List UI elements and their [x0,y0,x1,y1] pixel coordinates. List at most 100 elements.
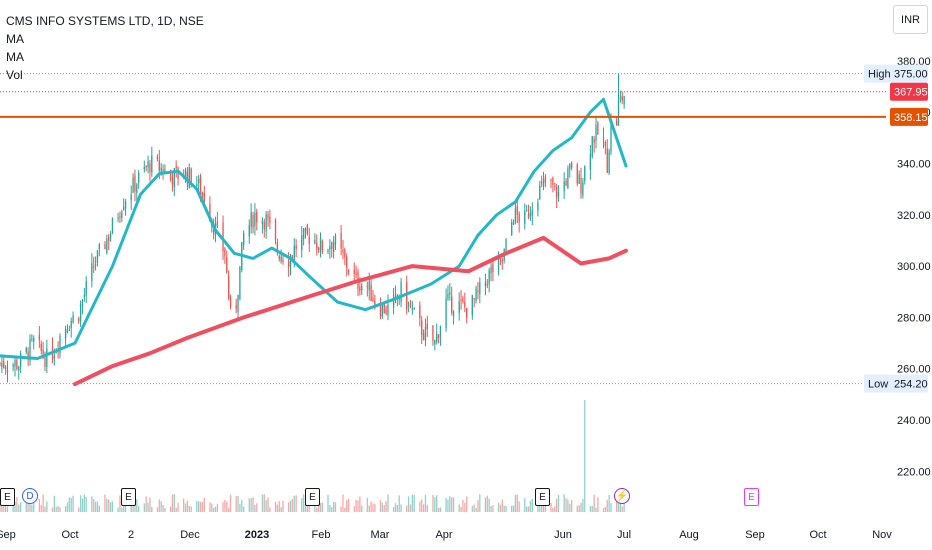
earnings-event-icon[interactable]: E [535,488,550,506]
volume-bar [27,498,29,512]
volume-bar [466,496,468,512]
volume-bar [370,501,372,512]
volume-bar [78,507,80,512]
volume-bar [355,500,357,512]
volume-bar [164,507,166,512]
volume-bar [576,505,578,512]
candle-body [610,120,612,152]
candle-body [42,349,44,357]
volume-bar [149,497,151,512]
volume-bar [44,506,46,512]
volume-bar [201,502,204,512]
volume-bar [1,502,3,512]
volume-bar [25,501,27,512]
ma-slow-label[interactable]: MA [6,50,24,64]
candle-body [567,168,569,189]
volume-bar [254,504,256,512]
volume-bar [55,506,57,512]
volume-bar [529,500,532,512]
volume-bar [216,503,219,512]
volume-bar [617,496,620,512]
high-tag-bg [864,64,890,83]
candle-body [239,266,241,299]
volume-bar [3,501,5,512]
candle-body [621,95,623,101]
candle-body [201,192,204,196]
candle-body [374,300,376,305]
volume-bar [434,497,436,512]
candle-body [589,154,592,170]
volume-bar [85,496,87,512]
candle-body [85,281,87,296]
candle-body [597,122,599,135]
currency-button[interactable]: INR [893,5,928,34]
candle-body [301,235,303,251]
volume-bar [242,506,245,512]
volume-bar [235,496,237,512]
candle-body [473,298,475,300]
volume-bar [526,506,528,512]
volume-bar [104,494,106,512]
candle-body [355,273,357,275]
candle-body [38,334,41,341]
volume-bar [449,496,451,512]
time-tick-label: Sep [745,529,765,541]
volume-bar [274,501,277,512]
candle-body [396,294,398,298]
candle-body [413,307,415,309]
volume-bar [426,504,428,512]
candle-body [248,225,250,237]
candle-body [158,160,160,171]
candle-body [111,218,114,233]
volume-bar [353,506,355,512]
volume-bar [213,507,215,512]
last-price-label: 367.95 [894,87,928,99]
volume-bar [96,501,99,512]
candle-body [619,97,622,100]
candle-body [606,148,608,174]
candle-body [235,305,237,310]
volume-bar [591,505,593,512]
ma-fast-label[interactable]: MA [6,32,24,46]
volume-bar [471,505,473,512]
upcoming-earnings-icon[interactable]: E [744,488,759,506]
volume-bar [514,494,517,512]
candle-body [33,338,35,342]
volume-bar [606,499,608,512]
volume-bar [593,494,595,512]
volume-label[interactable]: Vol [6,68,23,82]
candle-body [226,256,228,273]
volume-bar [557,495,560,512]
candle-body [256,211,258,223]
volume-bar [381,502,384,512]
candle-body [511,221,513,235]
candle-body [252,215,254,229]
candle-body [359,286,361,292]
volume-bar [38,499,41,512]
volume-bar [464,502,466,512]
candle-body [368,281,370,291]
dividend-event-icon[interactable]: D [22,488,38,504]
earnings-event-icon[interactable]: E [305,488,320,506]
volume-bar [366,497,369,512]
candle-body [72,315,74,323]
split-event-icon[interactable]: ⚡ [614,488,630,504]
candle-body [409,306,412,308]
volume-bar [492,505,494,512]
volume-bar [610,503,612,512]
volume-bar [512,505,515,512]
volume-bar [160,501,162,512]
volume-bar [267,497,269,512]
candle-body [426,324,428,330]
candle-body [25,348,27,352]
candle-body [385,309,387,314]
low-tag: Low [868,379,888,391]
earnings-event-icon[interactable]: E [0,488,15,506]
earnings-event-icon[interactable]: E [121,488,136,506]
volume-bar [555,498,558,512]
candle-body [314,240,316,244]
volume-bar [156,507,159,512]
volume-bar [584,400,586,512]
candle-body [462,298,464,303]
